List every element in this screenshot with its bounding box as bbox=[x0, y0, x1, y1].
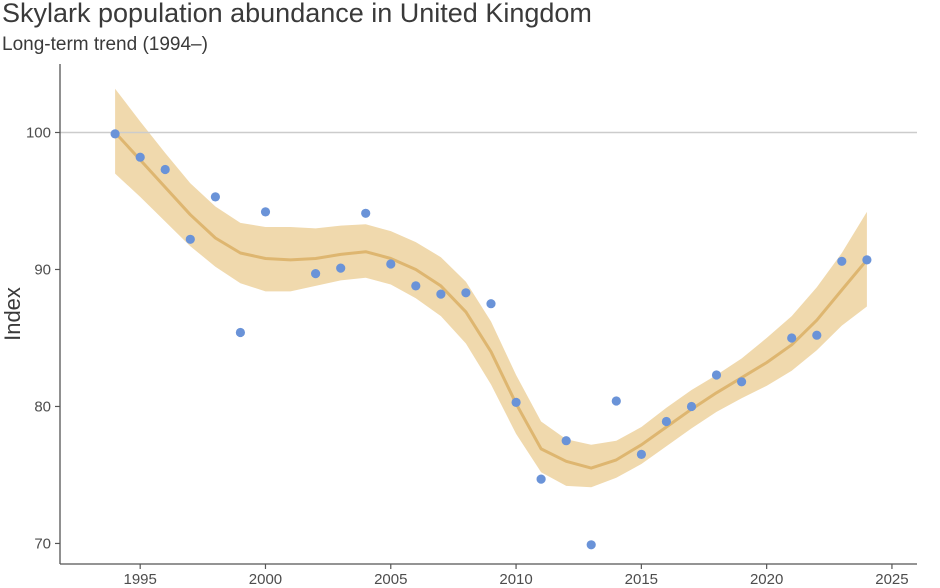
x-tick-label: 2010 bbox=[499, 571, 532, 588]
chart-subtitle: Long-term trend (1994–) bbox=[2, 34, 208, 55]
data-point bbox=[661, 416, 672, 427]
x-tick-label: 2000 bbox=[249, 571, 282, 588]
data-point bbox=[411, 281, 421, 291]
y-tick-label: 90 bbox=[34, 261, 51, 278]
data-point bbox=[336, 263, 346, 273]
data-point bbox=[837, 256, 847, 266]
data-point bbox=[386, 259, 396, 269]
data-point bbox=[862, 255, 872, 265]
y-axis-label: Index bbox=[0, 287, 25, 341]
data-point bbox=[311, 269, 321, 279]
data-point bbox=[686, 401, 697, 412]
y-tick-label: 80 bbox=[34, 398, 51, 415]
data-point bbox=[110, 129, 120, 139]
data-point bbox=[235, 327, 245, 338]
data-point bbox=[586, 540, 596, 550]
data-point bbox=[461, 288, 471, 298]
data-point bbox=[361, 208, 371, 218]
x-tick-label: 2025 bbox=[875, 571, 908, 588]
data-point bbox=[611, 396, 621, 406]
chart-title: Skylark population abundance in United K… bbox=[2, 0, 592, 28]
x-tick-label: 2015 bbox=[625, 571, 658, 588]
data-point bbox=[561, 436, 571, 446]
confidence-band bbox=[115, 88, 867, 488]
data-point bbox=[737, 377, 747, 387]
x-tick-label: 1995 bbox=[123, 571, 156, 588]
data-point bbox=[812, 330, 822, 340]
data-point bbox=[536, 474, 546, 484]
data-point bbox=[260, 207, 271, 217]
x-tick-label: 2020 bbox=[750, 571, 783, 588]
data-point bbox=[160, 164, 170, 175]
y-tick-label: 70 bbox=[34, 535, 51, 552]
data-point bbox=[511, 397, 521, 407]
data-point bbox=[787, 333, 797, 343]
data-point bbox=[210, 192, 220, 202]
x-tick-label: 2005 bbox=[374, 571, 407, 588]
data-point bbox=[486, 299, 496, 309]
y-tick-label: 100 bbox=[26, 124, 51, 141]
data-point bbox=[185, 234, 195, 244]
data-point bbox=[436, 289, 446, 299]
data-point bbox=[135, 152, 145, 162]
data-point bbox=[636, 449, 647, 459]
data-point bbox=[711, 370, 722, 380]
